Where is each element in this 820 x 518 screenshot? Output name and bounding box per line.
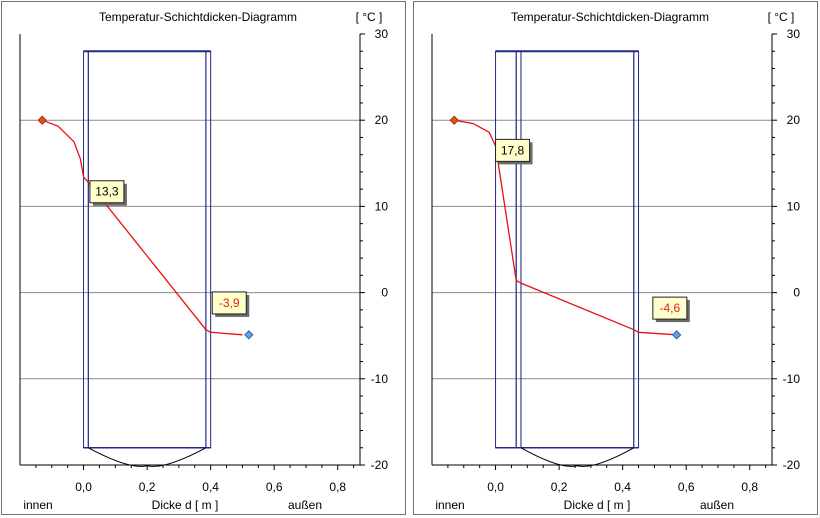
x-label-inside: innen bbox=[23, 498, 52, 512]
wall-layer bbox=[515, 50, 522, 449]
y-axis-unit: [ °C ] bbox=[768, 10, 795, 24]
x-label-outside: außen bbox=[700, 498, 734, 512]
wall-layer bbox=[83, 50, 89, 449]
chart-panel-left: Temperatur-Schichtdicken-Diagramm [ °C ] 3… bbox=[1, 1, 406, 515]
y-tick-label: 0 bbox=[381, 286, 388, 300]
wall-layer bbox=[87, 50, 207, 449]
callout-box bbox=[211, 291, 247, 315]
callout-box bbox=[495, 138, 531, 162]
callout-box bbox=[89, 180, 125, 204]
y-tick-label: 30 bbox=[787, 27, 801, 41]
outside-temperature-marker bbox=[671, 330, 682, 340]
callout-label: -4,6 bbox=[659, 301, 680, 315]
x-tick-label: 0,0 bbox=[75, 480, 92, 494]
chart-panel-right: Temperatur-Schichtdicken-Diagramm [ °C ] 3… bbox=[413, 1, 818, 515]
x-label-outside: außen bbox=[288, 498, 322, 512]
layer-section-curve bbox=[520, 447, 635, 467]
callout-label: 17,8 bbox=[501, 143, 525, 157]
wall-layer bbox=[520, 50, 635, 449]
x-tick-label: 0,8 bbox=[741, 480, 758, 494]
y-tick-label: -10 bbox=[783, 372, 801, 386]
layer-section-curve bbox=[88, 447, 207, 467]
wall-layer bbox=[205, 50, 212, 449]
y-tick-label: 30 bbox=[375, 27, 389, 41]
inside-temperature-marker bbox=[449, 115, 459, 125]
wall-layer bbox=[495, 50, 517, 449]
temperature-curve bbox=[454, 119, 677, 336]
y-tick-label: -20 bbox=[783, 458, 801, 472]
callout-label: -3,9 bbox=[219, 296, 240, 310]
temperature-layer-chart-right: Temperatur-Schichtdicken-Diagramm [ °C ] 3… bbox=[431, 10, 801, 512]
callout-label: 13,3 bbox=[95, 185, 119, 199]
y-tick-label: 10 bbox=[375, 199, 389, 213]
inside-temperature-marker bbox=[37, 115, 47, 125]
callout-box bbox=[652, 296, 688, 320]
y-tick-label: -10 bbox=[371, 372, 389, 386]
chart-title: Temperatur-Schichtdicken-Diagramm bbox=[511, 10, 709, 24]
x-tick-label: 0,2 bbox=[551, 480, 568, 494]
x-axis-title: Dicke d [ m ] bbox=[564, 498, 631, 512]
x-tick-label: 0,4 bbox=[202, 480, 219, 494]
x-tick-label: 0,6 bbox=[678, 480, 695, 494]
outside-temperature-marker bbox=[244, 330, 254, 340]
x-tick-label: 0,6 bbox=[266, 480, 283, 494]
x-tick-label: 0,8 bbox=[329, 480, 346, 494]
y-tick-label: 20 bbox=[375, 113, 389, 127]
y-axis-unit: [ °C ] bbox=[356, 10, 383, 24]
y-tick-label: 20 bbox=[787, 113, 801, 127]
chart-title: Temperatur-Schichtdicken-Diagramm bbox=[99, 10, 297, 24]
x-tick-label: 0,2 bbox=[139, 480, 156, 494]
y-tick-label: -20 bbox=[371, 458, 389, 472]
y-tick-label: 10 bbox=[787, 199, 801, 213]
y-tick-label: 0 bbox=[793, 286, 800, 300]
temperature-curve bbox=[41, 119, 243, 336]
temperature-layer-chart-left: Temperatur-Schichtdicken-Diagramm [ °C ] 3… bbox=[19, 10, 389, 512]
x-tick-label: 0,0 bbox=[487, 480, 504, 494]
x-tick-label: 0,4 bbox=[614, 480, 631, 494]
x-axis-title: Dicke d [ m ] bbox=[152, 498, 219, 512]
wall-layer bbox=[633, 50, 640, 449]
x-label-inside: innen bbox=[435, 498, 464, 512]
